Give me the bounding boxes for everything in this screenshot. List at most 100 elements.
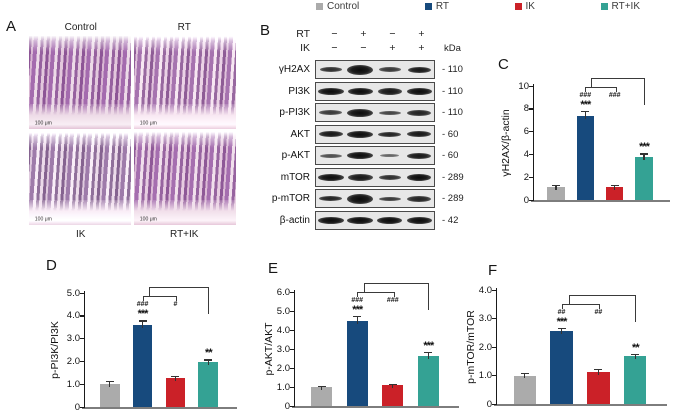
significance-hash-rt: ###: [579, 92, 592, 100]
blot-band: [378, 131, 402, 137]
y-axis-tick-label: 0: [74, 401, 80, 413]
blot-band: [378, 196, 401, 201]
y-axis-line: [84, 291, 86, 408]
y-axis-tick: [290, 386, 295, 388]
y-axis-tick: [529, 131, 534, 133]
blot-lane-3: [375, 190, 405, 207]
blot-lane-4: [405, 126, 435, 143]
blot-band: [319, 67, 342, 72]
legend-swatch-icon: [514, 3, 522, 10]
comparison-bracket-lower: [142, 296, 178, 302]
error-bar-cap: [105, 380, 114, 383]
blot-band: [319, 153, 342, 158]
histology-top-labels: Control RT: [29, 22, 236, 33]
scale-bar: 100 μm: [139, 120, 161, 126]
blot-kda-header: kDa: [444, 42, 461, 54]
blot-condition-header: RT − + − + IK − − + + kDa: [258, 28, 478, 54]
legend-label: RT+IK: [611, 1, 640, 12]
blot-lane-4: [405, 212, 435, 229]
blot-strip: [315, 210, 435, 230]
y-axis-tick-label: 1.0: [276, 381, 290, 393]
blot-rows: γH2AX - 110 PI3K - 110 p-PI3K - 110 AKT - 60 p-A…: [258, 60, 478, 230]
y-axis-tick-label: 3.0: [478, 313, 492, 324]
y-axis-line: [533, 84, 535, 201]
blot-lane-3: [375, 169, 405, 186]
blot-strip: [315, 60, 435, 79]
blot-band: [406, 216, 432, 224]
chart-plot-area: 0 1.0 2.0 3.0 4.0 5.0 *** ### # **: [67, 287, 237, 413]
blot-row--h2ax: γH2AX - 110: [258, 60, 478, 79]
blot-lane-1: [316, 147, 346, 164]
bar-rt-ik: [635, 156, 653, 200]
blot-lane-1: [316, 61, 346, 78]
blot-protein-label: mTOR: [280, 171, 310, 183]
panel-letter-b: B: [260, 22, 271, 39]
error-bar-line: [597, 368, 600, 376]
blot-lane-4: [405, 83, 435, 100]
panel-letter-a: A: [6, 18, 17, 35]
blot-lane-1: [316, 83, 346, 100]
significance-hash-mid: ###: [386, 296, 399, 304]
scale-bar: 100 μm: [34, 216, 56, 222]
panel-chart-f: F p-mTOR/mTOR 0 1.0 2.0 3.0 4.0 *** ## ## **: [465, 256, 677, 415]
x-axis-line: [82, 406, 237, 409]
error-bar-line: [141, 320, 144, 328]
blot-kda-value: - 110: [442, 64, 463, 75]
histology-micrograph-rt: 100 μm: [134, 36, 236, 129]
error-bar-line: [643, 153, 645, 160]
y-axis-title: p-PI3K/PI3K: [49, 321, 61, 379]
panel-histology: A Control RT 100 μm 100 μm 100 μm 100 μm IK R…: [2, 16, 254, 254]
legend-item-ik: IK: [514, 1, 535, 12]
y-axis-tick: [492, 318, 497, 320]
error-bar-cap: [171, 375, 180, 378]
bar-rt-ik: [624, 355, 647, 404]
scale-bar-label: 100 μm: [139, 216, 157, 222]
error-bar-cap: [520, 372, 529, 374]
scale-bar: 100 μm: [139, 216, 161, 222]
y-axis-tick-label: 2.0: [276, 362, 290, 374]
blot-band: [377, 87, 402, 95]
blot-band: [407, 195, 432, 202]
y-axis-tick: [80, 338, 85, 340]
significance-stars-rtik: **: [632, 341, 640, 354]
blot-lane-2: [346, 83, 376, 100]
blot-lane-1: [316, 169, 346, 186]
histology-micrograph-control: 100 μm: [29, 36, 131, 129]
blot-lane-1: [316, 212, 346, 229]
significance-hash-mid: ###: [608, 92, 621, 100]
blot-band: [377, 216, 403, 224]
y-axis-tick: [80, 383, 85, 385]
y-axis-tick-label: 0: [486, 398, 492, 410]
bar-control: [99, 384, 120, 407]
bar-ik: [605, 187, 624, 200]
blot-lane-3: [375, 61, 405, 78]
blot-kda-value: - 110: [442, 85, 463, 97]
blot-lane-4: [405, 147, 435, 164]
comparison-bracket-lower: [357, 291, 395, 297]
blot-band: [347, 87, 373, 95]
blot-kda-value: - 289: [442, 171, 464, 183]
blot-condition-label: RT: [296, 28, 310, 40]
y-axis-tick: [492, 289, 497, 291]
y-axis-tick-label: 3.0: [66, 333, 80, 345]
x-axis-line: [292, 405, 459, 408]
significance-hash-mid: #: [173, 301, 178, 309]
blot-lane-sign-2: −: [360, 42, 367, 54]
legend-swatch-icon: [316, 3, 323, 10]
legend-swatch-icon: [424, 3, 432, 10]
blot-lane-3: [375, 126, 405, 143]
error-bar-line: [427, 351, 429, 359]
comparison-bracket-stem: [568, 294, 570, 304]
bar-rt-ik: [417, 355, 439, 406]
error-bar-line: [524, 372, 526, 379]
legend-item-control: Control: [316, 1, 359, 12]
blot-band: [378, 110, 401, 115]
error-bar-cap: [557, 327, 566, 330]
histology-micrograph-ik: 100 μm: [29, 132, 131, 225]
y-axis-tick-label: 1.0: [478, 370, 492, 381]
error-bar-line: [356, 315, 358, 324]
error-bar-line: [174, 375, 177, 382]
blot-band: [407, 109, 432, 116]
error-bar-line: [321, 385, 323, 390]
